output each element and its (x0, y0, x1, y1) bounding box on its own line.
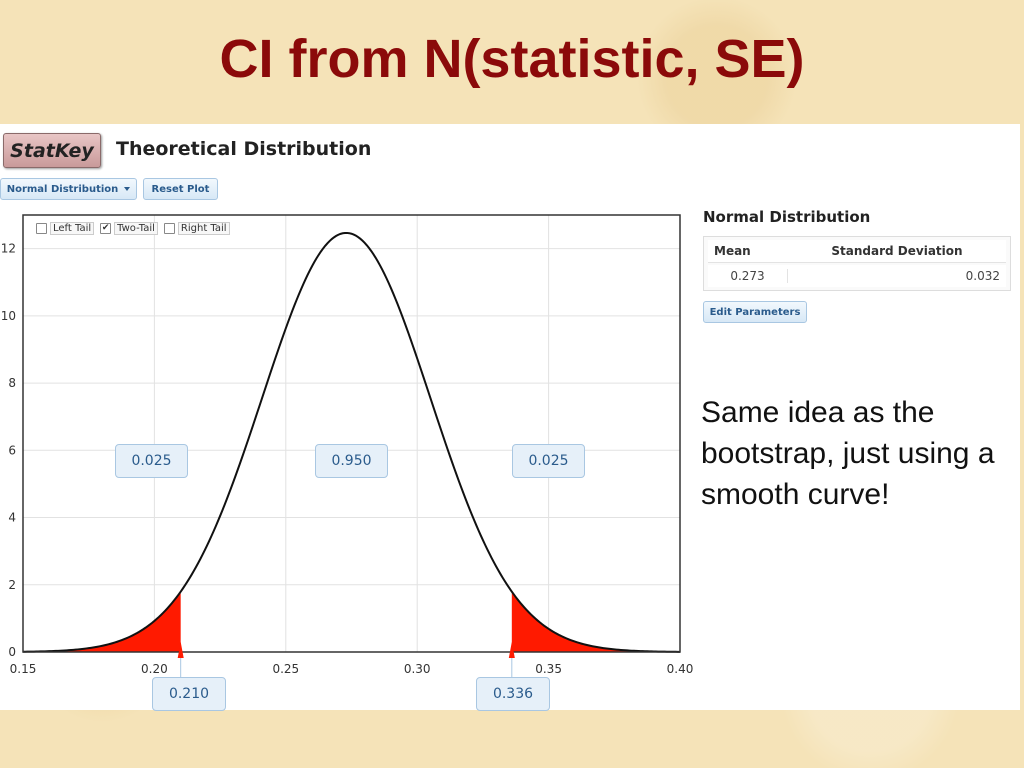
x-tick-label: 0.40 (667, 662, 694, 676)
statkey-screenshot: StatKey Theoretical Distribution Normal … (0, 124, 1020, 711)
two-tail-label: Two-Tail (114, 222, 158, 235)
slide-note: Same idea as the bootstrap, just using a… (701, 396, 995, 511)
y-tick-label: 12 (1, 242, 16, 256)
right-tail-checkbox[interactable] (163, 223, 175, 234)
center-area[interactable]: 0.950 (315, 444, 388, 478)
two-tail-checkbox[interactable]: ✔ (100, 223, 112, 234)
plot-background (23, 215, 680, 652)
x-tick-label: 0.25 (272, 662, 299, 676)
y-tick-label: 6 (8, 443, 16, 457)
distribution-dropdown[interactable]: Normal Distribution (0, 178, 137, 200)
left-tail-checkbox[interactable] (36, 223, 47, 234)
mean-header: Mean (714, 244, 751, 258)
right-tail-area[interactable]: 0.025 (512, 444, 585, 478)
slide-title: CI from N(statistic, SE) (219, 29, 805, 89)
parameters-header: Mean Standard Deviation (708, 240, 1006, 263)
right-tail-label: Right Tail (177, 222, 230, 235)
y-tick-label: 0 (8, 645, 16, 659)
density-curve (22, 231, 681, 653)
cutoff-marker (508, 642, 515, 658)
sd-value: 0.032 (965, 269, 1000, 283)
parameters-values: 0.273 0.032 (708, 265, 1006, 287)
sd-header: Standard Deviation (831, 244, 963, 258)
panel-title: Normal Distribution (703, 208, 871, 226)
chevron-down-icon (124, 187, 131, 191)
lower-cutoff[interactable]: 0.210 (152, 677, 226, 711)
reset-plot-button[interactable]: Reset Plot (143, 178, 218, 200)
plot-frame (22, 214, 681, 653)
right-tail-option[interactable]: Right Tail (163, 222, 230, 235)
mean-value: 0.273 (708, 269, 788, 283)
left-tail-shade (23, 591, 181, 652)
two-tail-option[interactable]: ✔ Two-Tail (100, 222, 158, 235)
right-tail-shade (511, 591, 680, 652)
left-tail-label: Left Tail (50, 222, 95, 235)
x-tick-label: 0.20 (141, 662, 168, 676)
distribution-dropdown-label: Normal Distribution (6, 183, 119, 195)
app-title: Theoretical Distribution (116, 138, 372, 160)
x-tick-label: 0.30 (404, 662, 431, 676)
statkey-logo[interactable]: StatKey (3, 133, 101, 168)
x-tick-label: 0.35 (535, 662, 562, 676)
upper-cutoff[interactable]: 0.336 (476, 677, 550, 711)
distribution-plot: 0.15 0.20 0.25 0.30 0.35 0.40 0 2 4 6 8 10 12 (1, 214, 694, 678)
left-tail-area[interactable]: 0.025 (115, 444, 188, 478)
edit-parameters-button[interactable]: Edit Parameters (703, 301, 807, 323)
parameters-table: Mean Standard Deviation 0.273 0.032 (703, 236, 1011, 291)
y-tick-label: 4 (8, 511, 16, 525)
tail-options: Left Tail ✔ Two-Tail Right Tail (36, 222, 230, 235)
x-tick-label: 0.15 (10, 662, 37, 676)
left-tail-option[interactable]: Left Tail (36, 222, 95, 235)
y-tick-label: 8 (8, 376, 16, 390)
cutoff-marker (177, 642, 184, 658)
y-tick-label: 2 (8, 578, 16, 592)
y-tick-label: 10 (1, 309, 16, 323)
